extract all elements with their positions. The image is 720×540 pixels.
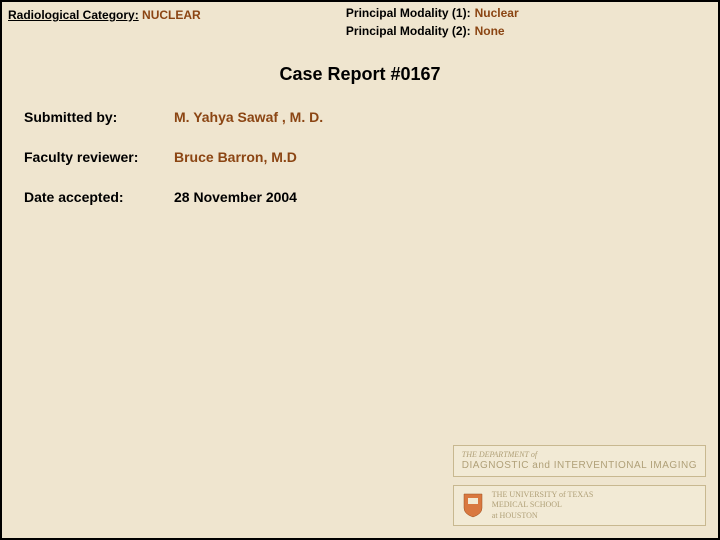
modality-1-row: Principal Modality (1): Nuclear xyxy=(346,6,712,20)
category-label: Radiological Category: NUCLEAR xyxy=(8,8,201,22)
modality-1-value: Nuclear xyxy=(475,6,519,20)
university-logo-block: THE UNIVERSITY of TEXAS MEDICAL SCHOOL a… xyxy=(453,485,706,526)
modality-2-row: Principal Modality (2): None xyxy=(346,24,712,38)
submitted-label: Submitted by: xyxy=(24,109,174,125)
department-text: THE DEPARTMENT of DIAGNOSTIC and INTERVE… xyxy=(462,450,697,472)
page-container: Radiological Category: NUCLEAR Principal… xyxy=(0,0,720,540)
reviewer-row: Faculty reviewer: Bruce Barron, M.D xyxy=(24,149,718,165)
department-logo-block: THE DEPARTMENT of DIAGNOSTIC and INTERVE… xyxy=(453,445,706,477)
header-left: Radiological Category: NUCLEAR xyxy=(8,6,346,42)
header-row: Radiological Category: NUCLEAR Principal… xyxy=(2,2,718,42)
modality-1-label: Principal Modality (1): xyxy=(346,6,471,20)
submitted-value: M. Yahya Sawaf , M. D. xyxy=(174,109,323,125)
modality-2-label: Principal Modality (2): xyxy=(346,24,471,38)
footer-logos: THE DEPARTMENT of DIAGNOSTIC and INTERVE… xyxy=(453,445,706,526)
date-row: Date accepted: 28 November 2004 xyxy=(24,189,718,205)
reviewer-label: Faculty reviewer: xyxy=(24,149,174,165)
modality-2-value: None xyxy=(475,24,505,38)
info-table: Submitted by: M. Yahya Sawaf , M. D. Fac… xyxy=(24,109,718,205)
submitted-row: Submitted by: M. Yahya Sawaf , M. D. xyxy=(24,109,718,125)
reviewer-value: Bruce Barron, M.D xyxy=(174,149,297,165)
university-text: THE UNIVERSITY of TEXAS MEDICAL SCHOOL a… xyxy=(492,490,594,521)
date-value: 28 November 2004 xyxy=(174,189,297,205)
category-value: NUCLEAR xyxy=(142,8,201,22)
header-right: Principal Modality (1): Nuclear Principa… xyxy=(346,6,712,42)
shield-icon xyxy=(462,492,484,518)
date-label: Date accepted: xyxy=(24,189,174,205)
page-title: Case Report #0167 xyxy=(2,64,718,85)
